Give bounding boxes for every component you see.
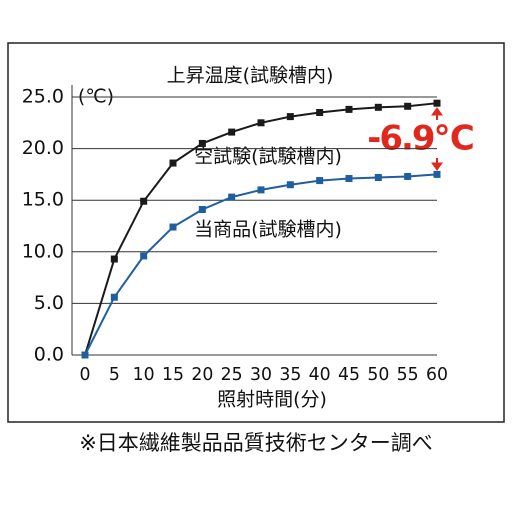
x-tick-label: 0	[80, 364, 91, 385]
point	[433, 99, 441, 107]
point	[198, 139, 206, 147]
y-tick-label: 10.0	[22, 240, 64, 262]
y-tick-label: 0.0	[34, 344, 64, 366]
point	[228, 193, 236, 201]
diff-arrow	[431, 107, 443, 171]
point	[169, 159, 177, 167]
point	[140, 197, 148, 205]
point	[169, 223, 177, 231]
frame	[7, 42, 505, 423]
x-tick-label: 5	[109, 364, 120, 385]
annotation: -6.9℃	[367, 119, 473, 159]
y-tick-label: 15.0	[22, 189, 64, 211]
point	[345, 175, 353, 183]
x-tick-label: 45	[338, 364, 360, 385]
x-tick-label: 10	[133, 364, 155, 385]
y-tick-label: 5.0	[34, 292, 64, 314]
x-tick-label: 50	[367, 364, 389, 385]
point	[140, 252, 148, 260]
point	[110, 255, 118, 263]
point	[404, 172, 412, 180]
x-tick-label: 40	[309, 364, 331, 385]
y-tick-label: 20.0	[22, 137, 64, 159]
x-tick-label: 55	[397, 364, 419, 385]
point	[110, 293, 118, 301]
x-tick-label: 60	[426, 364, 448, 385]
source: ※日本繊維製品品質技術センター調べ	[79, 431, 433, 455]
x-tick-label: 35	[279, 364, 301, 385]
chart-title: 上昇温度(試験槽内)	[167, 65, 334, 87]
x-tick-label: 30	[250, 364, 272, 385]
point	[257, 119, 265, 127]
point	[404, 102, 412, 110]
x-tick-label: 20	[191, 364, 213, 385]
point	[257, 186, 265, 194]
x-tick-label: 25	[221, 364, 243, 385]
point	[198, 205, 206, 213]
series-label: 当商品(試験槽内)	[194, 219, 342, 241]
point	[345, 105, 353, 113]
point	[316, 108, 324, 116]
point	[228, 128, 236, 136]
point	[374, 103, 382, 111]
x-axis-label: 照射時間(分)	[217, 389, 327, 411]
y-tick-label: 25.0	[22, 86, 64, 108]
point	[433, 170, 441, 178]
point	[374, 173, 382, 181]
point	[316, 177, 324, 185]
series-line	[84, 173, 438, 356]
point	[81, 351, 89, 359]
point	[286, 113, 294, 121]
x-tick-label: 15	[162, 364, 184, 385]
series-label: 空試験(試験槽内)	[194, 146, 342, 168]
point	[286, 181, 294, 189]
